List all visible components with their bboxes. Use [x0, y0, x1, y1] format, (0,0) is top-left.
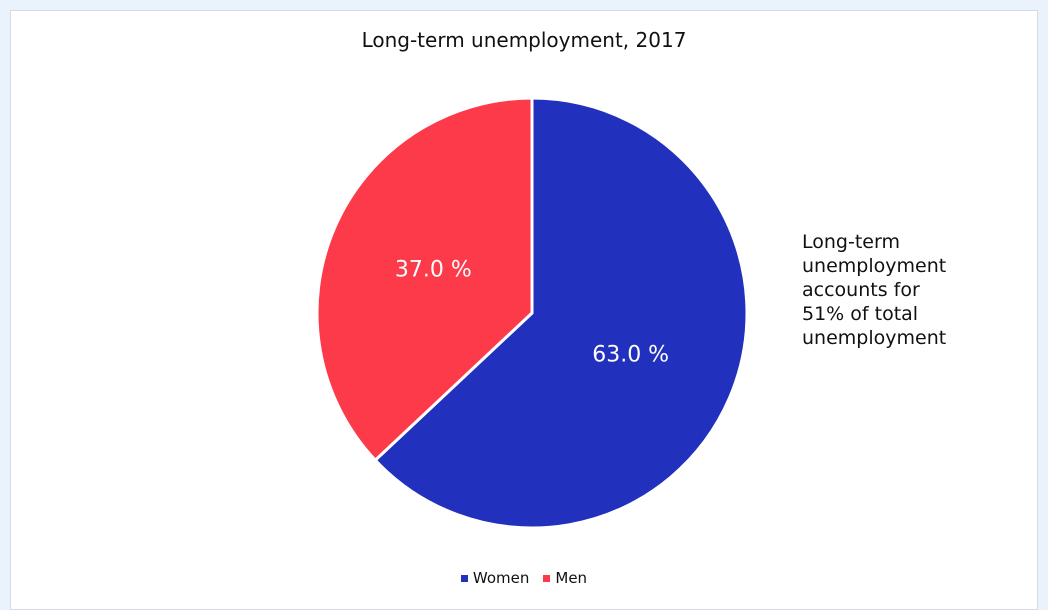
- pie-slice-labels: 63.0 % 37.0 %: [395, 257, 669, 367]
- legend-swatch-women: [460, 574, 468, 582]
- pie-slice-men[interactable]: [315, 96, 534, 462]
- chart-title: Long-term unemployment, 2017: [361, 28, 687, 52]
- annotation-line: 51% of total: [802, 303, 919, 325]
- annotation-line: accounts for: [802, 279, 920, 301]
- annotation-line: Long-term: [802, 231, 900, 253]
- legend-item-men[interactable]: Men: [543, 569, 587, 587]
- legend-swatch-men: [543, 574, 551, 582]
- annotation-line: unemployment: [802, 327, 947, 349]
- slice-label-men: 37.0 %: [395, 257, 472, 282]
- slice-label-women: 63.0 %: [592, 343, 669, 368]
- legend-label-men: Men: [555, 569, 588, 587]
- annotation-text: Long-term unemployment accounts for 51% …: [802, 230, 1002, 350]
- legend-item-women[interactable]: Women: [460, 569, 530, 587]
- legend: Women Men: [0, 569, 1048, 587]
- pie-slice-women[interactable]: [373, 96, 749, 530]
- legend-label-women: Women: [472, 569, 530, 587]
- annotation-line: unemployment: [802, 255, 947, 277]
- pie-slices: [315, 96, 749, 530]
